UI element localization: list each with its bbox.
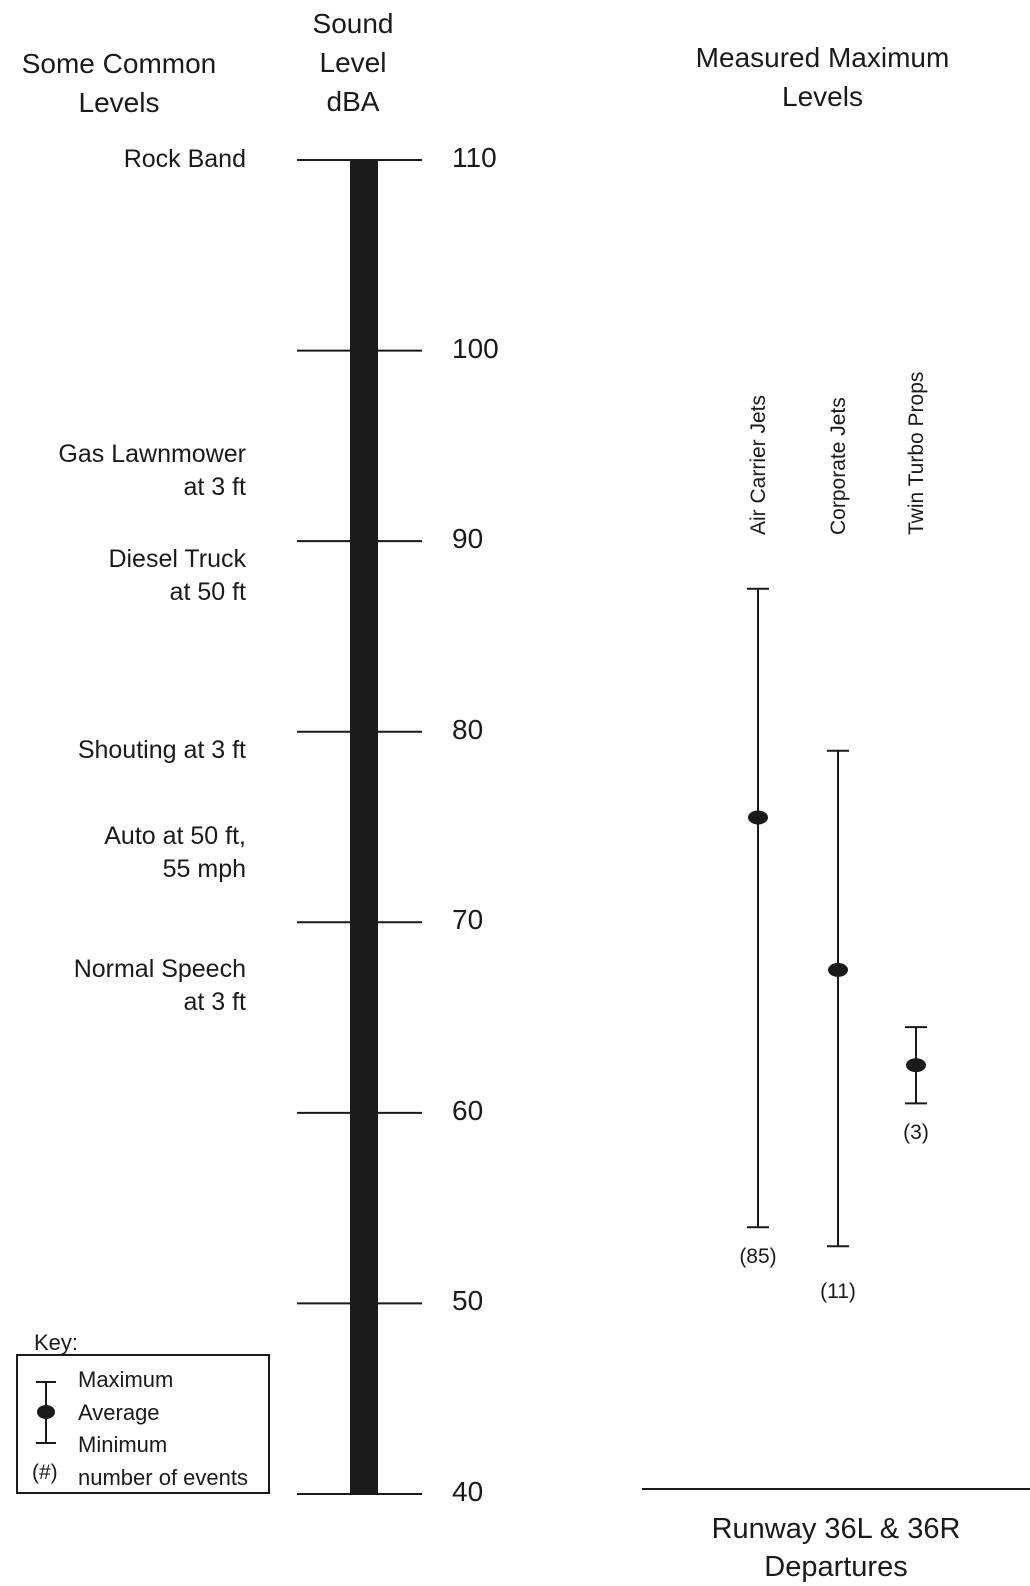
common-levels-header-line-1: Some Common (21, 48, 217, 79)
common-level-label-line: Diesel Truck (108, 545, 246, 574)
sound-level-axis (297, 159, 422, 1495)
measured-levels-header: Measured Maximum Levels (650, 38, 995, 116)
key-average: Average (78, 1400, 160, 1425)
tick-label: 90 (452, 523, 484, 555)
common-level-label-line: at 3 ft (183, 987, 246, 1016)
common-level-label: Gas Lawnmower at 3 ft (0, 438, 246, 504)
sound-level-header-line-3: dBA (326, 86, 380, 117)
sound-scale-bar (350, 160, 378, 1494)
common-levels-header-line-2: Levels (78, 87, 160, 118)
common-level-label-line: 55 mph (162, 854, 246, 883)
key-range-glyph-icon (36, 1381, 56, 1444)
common-level-label-line: Gas Lawnmower (58, 440, 246, 469)
sound-level-header-line-1: Sound (312, 8, 394, 39)
common-level-label: Normal Speech at 3 ft (0, 953, 246, 1019)
range-bar: Twin Turbo Props (905, 372, 928, 1105)
sound-level-header-line-2: Level (319, 47, 387, 78)
key-minimum: Minimum (78, 1432, 168, 1457)
series-name-label: Twin Turbo Props (905, 372, 928, 535)
common-level-label-line: Rock Band (123, 145, 246, 173)
series-name-label: Corporate Jets (827, 397, 850, 535)
key-count-label: number of events (78, 1465, 248, 1490)
common-level-label: Auto at 50 ft, 55 mph (0, 820, 246, 886)
key-maximum: Maximum (78, 1367, 174, 1392)
event-count-label: (85) (739, 1245, 777, 1269)
tick-label: 80 (452, 713, 484, 745)
tick-label: 50 (452, 1285, 484, 1317)
common-level-label-line: at 50 ft (169, 578, 246, 607)
tick-label: 70 (452, 904, 484, 936)
common-level-label-line: Normal Speech (73, 954, 246, 983)
common-level-label: Shouting at 3 ft (0, 734, 246, 767)
average-point (748, 810, 768, 825)
event-count-label: (3) (903, 1121, 929, 1145)
runway-footer-line-1: Runway 36L & 36R (711, 1513, 961, 1545)
event-count-label: (11) (820, 1280, 856, 1304)
key-title: Key: (34, 1330, 79, 1355)
key-box (16, 1354, 270, 1494)
average-point (828, 962, 848, 977)
range-bars: Air Carrier Jets Corporate Jets Twin Turbo… (747, 372, 928, 1248)
common-level-label: Rock Band (0, 143, 246, 176)
tick-label: 60 (452, 1094, 484, 1126)
series-name-label: Air Carrier Jets (747, 395, 770, 535)
common-level-label-line: Auto at 50 ft, (104, 821, 246, 850)
measured-levels-header-line-2: Levels (782, 81, 863, 112)
common-level-label-line: Shouting at 3 ft (77, 735, 246, 764)
sound-level-header: Sound Level dBA (293, 4, 413, 121)
common-levels-header: Some Common Levels (0, 44, 238, 122)
tick-label: 40 (452, 1476, 484, 1507)
range-bar: Air Carrier Jets (747, 395, 770, 1229)
tick-label: 100 (452, 332, 499, 364)
runway-footer-line-2: Departures (764, 1551, 908, 1583)
measured-levels-header-line-1: Measured Maximum (695, 42, 950, 73)
tick-label: 110 (452, 142, 497, 173)
range-bar: Corporate Jets (827, 397, 850, 1248)
common-level-label: Diesel Truck at 50 ft (0, 543, 246, 609)
common-level-label-line: at 3 ft (183, 473, 246, 502)
runway-footer: Runway 36L & 36R Departures (650, 1510, 1022, 1586)
key-count-symbol: (#) (32, 1461, 58, 1484)
average-point (906, 1058, 926, 1073)
